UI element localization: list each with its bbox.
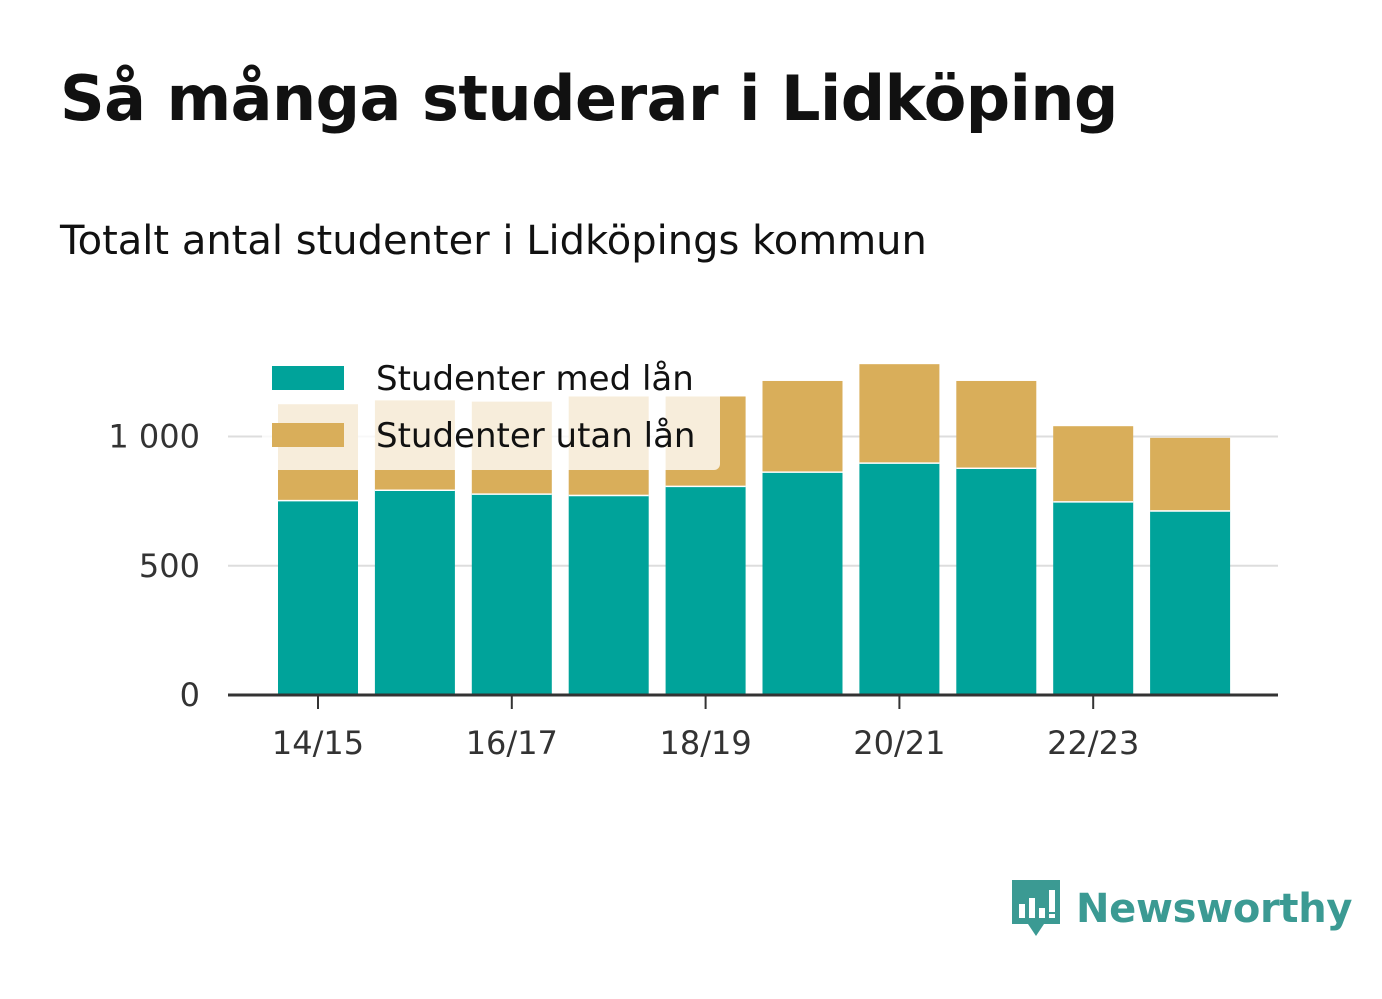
bar-segment-with-loan [859, 462, 940, 695]
legend-label-with-loan: Studenter med lån [376, 359, 694, 399]
y-tick-label: 1 000 [108, 418, 200, 456]
legend-swatch-with-loan [272, 366, 344, 390]
legend-swatch-without-loan [272, 423, 344, 447]
x-tick-label: 16/17 [466, 724, 558, 762]
bar-segment-without-loan [859, 364, 940, 463]
bar-segment-with-loan [374, 489, 455, 695]
x-tick-label: 18/19 [659, 724, 751, 762]
legend-background [262, 352, 720, 470]
x-tick-label: 20/21 [853, 724, 945, 762]
bar-segment-with-loan [762, 471, 843, 695]
axes: 0 500 1 000 14/15 16/17 18/19 20/21 22/23 [108, 418, 1278, 762]
legend-label-without-loan: Studenter utan lån [376, 416, 695, 456]
legend: Studenter med lån Studenter utan lån [262, 352, 720, 470]
chart-subtitle: Totalt antal studenter i Lidköpings komm… [60, 218, 927, 264]
y-tick-label: 500 [139, 547, 200, 585]
bar-segment-without-loan [1150, 437, 1231, 511]
bar-segment-with-loan [956, 467, 1037, 695]
brand-name: Newsworthy [1076, 886, 1353, 932]
bar-segment-with-loan [1053, 501, 1134, 695]
x-tick-label: 14/15 [272, 724, 364, 762]
bar-segment-with-loan [1150, 510, 1231, 695]
bar-segment-without-loan [1053, 426, 1134, 502]
bar-segment-with-loan [278, 499, 358, 695]
bar-segment-with-loan [665, 485, 746, 695]
y-tick-label: 0 [180, 676, 200, 714]
chart-title: Så många studerar i Lidköping [60, 62, 1118, 135]
newsworthy-logo: Newsworthy [1010, 878, 1353, 940]
bar-segment-with-loan [568, 494, 649, 695]
bar-segment-without-loan [762, 380, 843, 472]
x-tick-label: 22/23 [1047, 724, 1139, 762]
newsworthy-chart-icon [1012, 880, 1060, 936]
bar-segment-with-loan [471, 493, 552, 695]
bar-segment-without-loan [956, 380, 1037, 468]
